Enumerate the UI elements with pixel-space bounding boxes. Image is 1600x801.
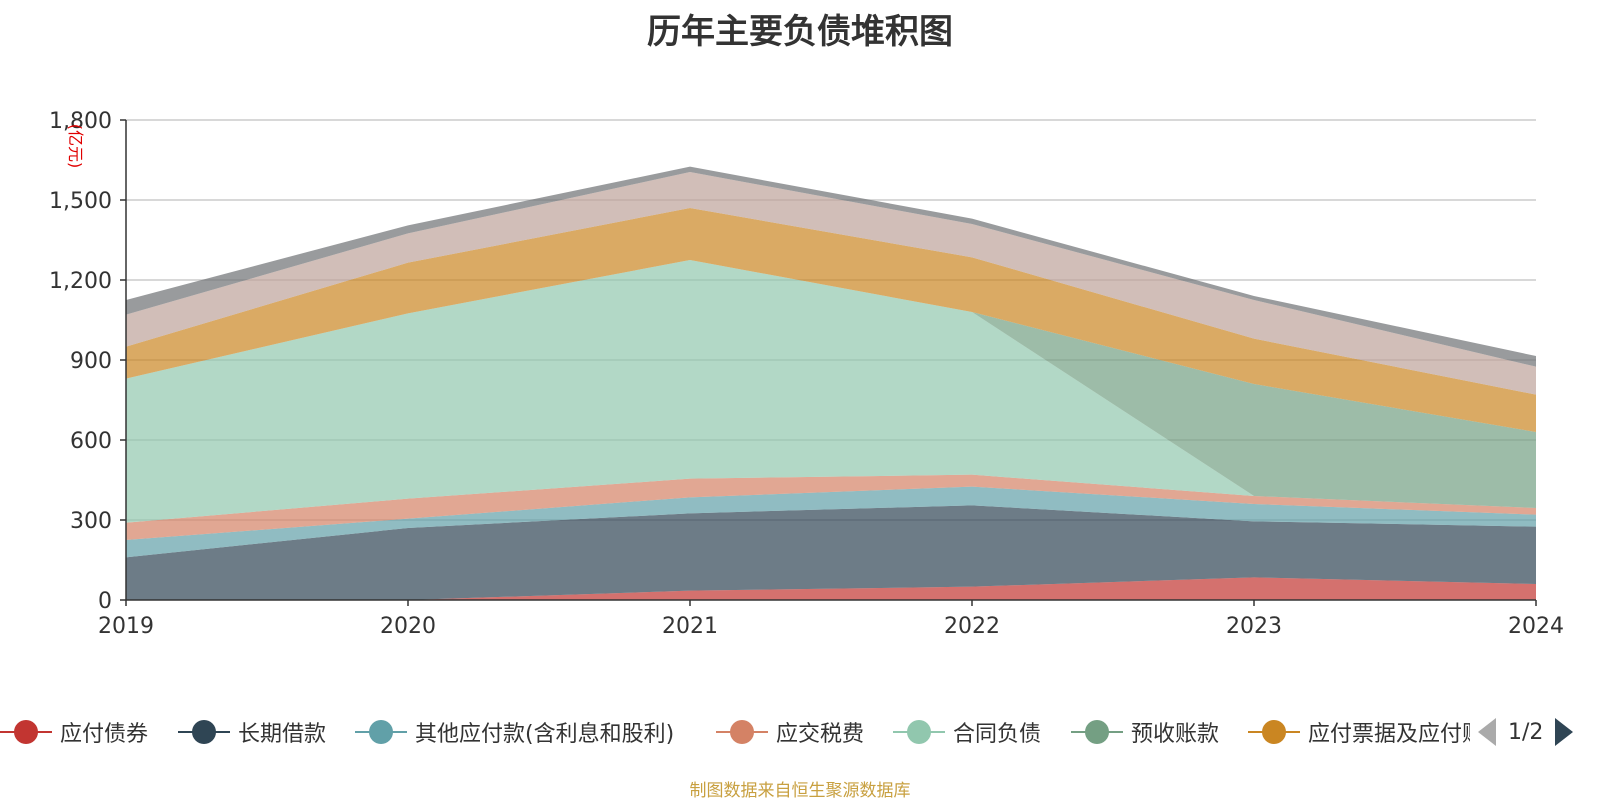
legend-marker-icon xyxy=(1071,719,1123,745)
y-axis-unit-label: (亿元) xyxy=(66,124,85,169)
area-series-7 xyxy=(126,172,1536,395)
legend-label: 合同负债 xyxy=(953,722,1042,747)
chart-title: 历年主要负债堆积图 xyxy=(647,12,953,52)
legend-next-icon[interactable] xyxy=(1555,718,1574,746)
legend-label: 应付债券 xyxy=(60,722,149,747)
x-tick-label: 2024 xyxy=(1508,614,1564,639)
legend-item[interactable]: 应付债券 xyxy=(0,712,148,752)
area-series-1 xyxy=(126,505,1536,600)
area-series-5 xyxy=(126,260,1536,508)
area-series-3 xyxy=(126,474,1536,540)
legend-marker-icon xyxy=(178,719,230,745)
legend-item[interactable]: 应交税费 xyxy=(716,712,864,752)
area-series xyxy=(126,166,1536,600)
legend-marker-icon xyxy=(0,719,52,745)
legend-item[interactable]: 预收账款 xyxy=(1071,712,1219,752)
y-tick-label: 300 xyxy=(70,509,112,534)
y-tick-label: 0 xyxy=(98,589,112,614)
y-tick-label: 600 xyxy=(70,429,112,454)
area-series-8 xyxy=(126,166,1536,367)
x-tick-label: 2019 xyxy=(98,614,154,639)
legend-pager: 1/2 xyxy=(1470,712,1600,752)
y-tick-label: 1,500 xyxy=(49,189,112,214)
y-tick-label: 1,800 xyxy=(49,109,112,134)
legend-item[interactable]: 长期借款 xyxy=(178,712,326,752)
legend-label: 预收账款 xyxy=(1131,722,1220,747)
legend-marker-icon xyxy=(716,719,768,745)
legend-marker-icon xyxy=(893,719,945,745)
x-tick-label: 2023 xyxy=(1226,614,1282,639)
legend-prev-icon[interactable] xyxy=(1478,718,1496,746)
legend-item[interactable]: 其他应付款(含利息和股利) xyxy=(355,712,674,752)
area-series-0 xyxy=(126,577,1536,600)
legend-marker-icon xyxy=(1248,719,1300,745)
data-source-note: 制图数据来自恒生聚源数据库 xyxy=(689,781,911,801)
x-axis-ticks: 2019 2020 2021 2022 2023 2024 xyxy=(98,600,1564,639)
x-tick-label: 2022 xyxy=(944,614,1000,639)
x-tick-label: 2020 xyxy=(380,614,436,639)
legend-page-indicator: 1/2 xyxy=(1508,719,1544,745)
area-series-4 xyxy=(126,260,1536,523)
legend: 应付债券 长期借款 其他应付款(含利息和股利) 应交税费 合同负债 预收账款 应付票据及应付… xyxy=(0,712,1600,752)
y-tick-label: 1,200 xyxy=(49,269,112,294)
area-series-2 xyxy=(126,486,1536,558)
legend-label: 其他应付款(含利息和股利) xyxy=(415,722,675,747)
legend-label: 应交税费 xyxy=(776,722,865,747)
legend-marker-icon xyxy=(355,719,407,745)
y-axis-ticks: 0 300 600 900 1,200 1,500 1,800 xyxy=(49,109,126,614)
legend-label: 长期借款 xyxy=(238,722,327,747)
x-tick-label: 2021 xyxy=(662,614,718,639)
y-tick-label: 900 xyxy=(70,349,112,374)
legend-item[interactable]: 应付票据及应付账款 xyxy=(1248,712,1506,752)
area-series-6 xyxy=(126,208,1536,432)
legend-item[interactable]: 合同负债 xyxy=(893,712,1041,752)
